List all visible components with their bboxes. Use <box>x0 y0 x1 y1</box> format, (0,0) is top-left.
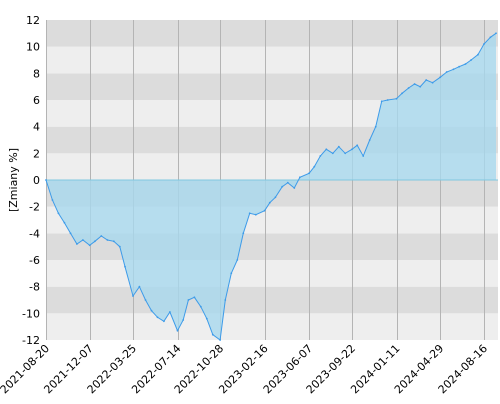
data-point <box>293 187 296 189</box>
band <box>46 260 498 287</box>
data-point <box>344 152 347 155</box>
x-axis-ticks: 2021-08-202021-12-072022-03-252022-07-14… <box>0 342 490 396</box>
data-point <box>483 43 485 45</box>
data-point <box>132 295 134 297</box>
data-point <box>205 317 208 320</box>
data-point <box>281 185 284 188</box>
data-point <box>286 181 289 184</box>
data-point <box>150 309 153 312</box>
series-area <box>46 33 496 341</box>
data-point <box>138 285 141 288</box>
y-tick-label: -4 <box>29 227 40 240</box>
data-point <box>308 172 310 175</box>
y-tick-label: -2 <box>29 201 40 214</box>
y-tick-label: -6 <box>29 254 40 267</box>
data-point <box>69 232 72 235</box>
band <box>46 313 498 340</box>
data-point <box>331 152 334 155</box>
y-axis-label: [Zmiany %] <box>7 148 20 212</box>
data-point <box>351 148 353 151</box>
data-point <box>374 125 377 128</box>
data-point <box>230 272 233 275</box>
data-point <box>45 179 47 181</box>
series-layer <box>45 32 498 341</box>
data-point <box>445 71 448 73</box>
data-point <box>319 155 322 157</box>
data-point <box>144 299 147 301</box>
data-point <box>401 92 403 95</box>
data-point <box>211 333 214 336</box>
data-point <box>439 76 442 79</box>
data-point <box>380 100 383 103</box>
data-point <box>199 305 202 308</box>
data-point <box>63 221 66 224</box>
data-point <box>470 59 472 61</box>
data-point <box>263 209 266 212</box>
data-point <box>464 63 467 65</box>
data-point <box>337 145 340 148</box>
y-tick-label: 2 <box>33 147 40 160</box>
data-point <box>299 176 301 179</box>
y-tick-label: 6 <box>33 94 40 107</box>
data-point <box>356 144 359 147</box>
y-tick-label: 8 <box>33 67 40 80</box>
data-point <box>489 36 492 39</box>
data-point <box>268 201 271 204</box>
data-point <box>248 212 251 215</box>
y-tick-label: 12 <box>26 14 40 27</box>
data-point <box>407 87 410 89</box>
data-point <box>118 245 121 248</box>
data-point <box>425 79 428 81</box>
data-point <box>395 97 398 100</box>
data-point <box>163 320 165 323</box>
data-point <box>368 139 371 141</box>
y-axis-ticks: -12 -10 -8 -6 -4 -2 0 2 4 6 8 10 12 <box>22 14 40 347</box>
data-point <box>254 213 257 216</box>
data-point <box>413 83 416 85</box>
data-point <box>76 243 78 245</box>
data-point <box>313 165 316 168</box>
data-point <box>419 85 422 88</box>
data-point <box>187 299 190 301</box>
data-point <box>100 235 103 237</box>
y-tick-label: -12 <box>22 334 40 347</box>
data-point <box>112 240 115 243</box>
y-tick-label: 4 <box>33 121 40 134</box>
data-point <box>452 68 455 71</box>
data-point <box>82 239 84 241</box>
data-point <box>242 232 245 235</box>
y-tick-label: 10 <box>26 41 40 54</box>
data-point <box>236 259 239 261</box>
y-tick-label: -10 <box>22 307 40 320</box>
data-point <box>176 329 179 332</box>
data-point <box>362 155 365 157</box>
data-point <box>51 199 54 201</box>
data-point <box>477 53 479 56</box>
data-point <box>325 148 328 151</box>
data-point <box>224 299 227 301</box>
data-point <box>94 240 96 243</box>
y-tick-label: -8 <box>29 281 40 294</box>
data-point <box>182 319 185 321</box>
data-point <box>431 81 434 84</box>
band <box>46 46 498 74</box>
data-point <box>88 244 91 247</box>
y-tick-label: 0 <box>33 174 40 187</box>
band <box>46 20 498 47</box>
data-point <box>495 32 497 35</box>
data-point <box>193 296 196 299</box>
data-point <box>169 311 171 313</box>
data-point <box>124 265 126 268</box>
data-point <box>57 212 60 215</box>
band <box>46 286 498 314</box>
data-point <box>386 99 389 101</box>
data-point <box>219 339 222 341</box>
data-point <box>156 316 159 319</box>
data-point <box>274 196 277 199</box>
data-point <box>106 239 109 241</box>
data-point <box>458 65 460 68</box>
